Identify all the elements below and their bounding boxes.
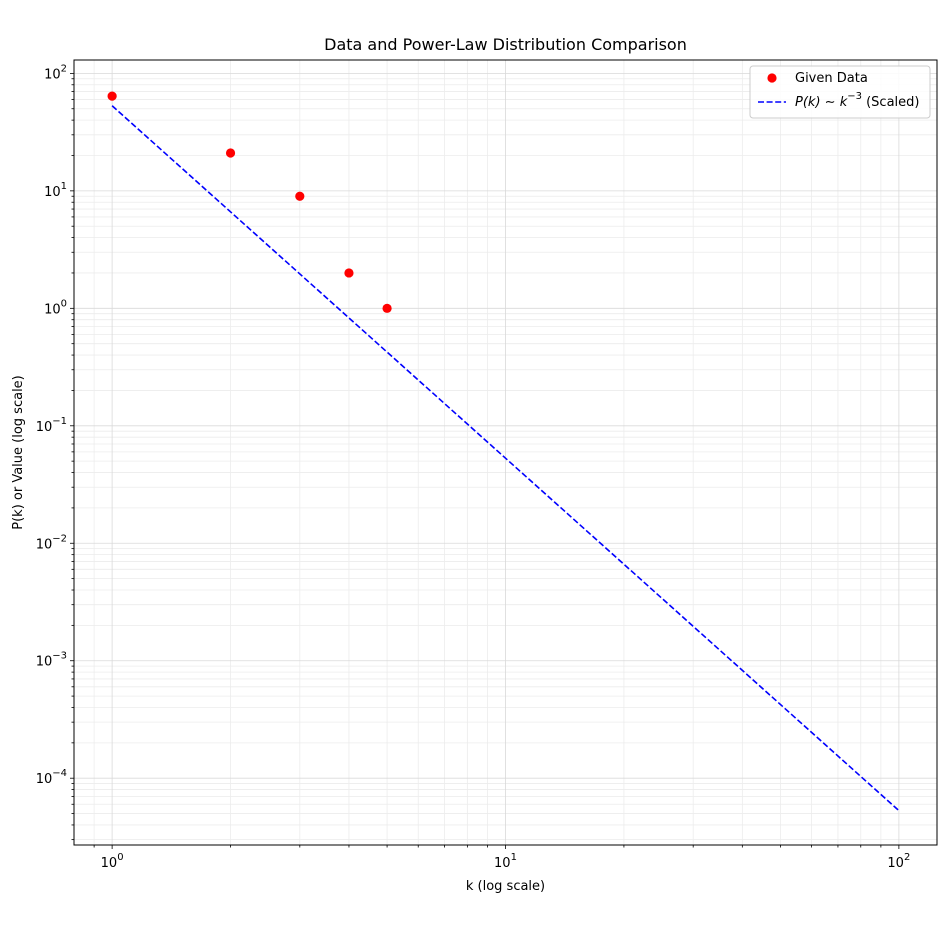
data-point	[225, 148, 236, 158]
x-tick-label-exp: 2	[904, 852, 910, 863]
x-tick-label-exp: 1	[511, 852, 517, 863]
data-point	[344, 268, 354, 278]
x-tick-label-base: 10	[101, 856, 118, 871]
legend-marker-swatch	[767, 73, 777, 83]
plot-series	[107, 91, 900, 812]
y-tick-label: 102	[44, 63, 67, 82]
data-point	[107, 91, 117, 101]
y-tick-label: 100	[44, 298, 67, 317]
y-tick-label: 101	[44, 181, 67, 200]
x-tick-label-exp: 0	[117, 852, 123, 863]
y-tick-label: 10−1	[36, 416, 67, 435]
y-tick-label-exp: −4	[52, 768, 67, 779]
data-point	[295, 191, 305, 201]
legend: Given Data P(k) ∼ k−3 (Scaled)	[749, 65, 931, 119]
x-tick-label: 100	[101, 852, 124, 871]
x-tick-label: 101	[494, 852, 517, 871]
x-axis-title: k (log scale)	[466, 879, 545, 894]
chart-title: Data and Power-Law Distribution Comparis…	[324, 35, 687, 54]
legend-box	[749, 65, 931, 119]
grid	[74, 60, 937, 845]
y-tick-label-exp: 2	[61, 63, 67, 74]
x-tick-label-base: 10	[494, 856, 511, 871]
data-point	[382, 303, 392, 313]
y-tick-label-base: 10	[36, 420, 53, 435]
y-tick-label-base: 10	[36, 537, 53, 552]
legend-math-base: k	[840, 95, 848, 110]
y-tick-label-base: 10	[44, 67, 61, 82]
legend-math-exp: −3	[847, 91, 862, 102]
y-axis-title: P(k) or Value (log scale)	[11, 375, 26, 530]
y-tick-label: 10−3	[36, 651, 67, 670]
legend-label-power-law: P(k) ∼ k−3 (Scaled)	[795, 91, 919, 110]
legend-label-given-data: Given Data	[795, 71, 868, 86]
y-tick-label-base: 10	[44, 302, 61, 317]
y-tick-label-base: 10	[36, 772, 53, 787]
legend-math-op: ∼	[825, 95, 840, 110]
y-tick-label-base: 10	[36, 655, 53, 670]
y-tick-label-base: 10	[44, 185, 61, 200]
y-tick-label-exp: −1	[52, 416, 67, 427]
x-tick-label-base: 10	[887, 856, 904, 871]
y-tick-label-exp: 1	[61, 181, 67, 192]
x-tick-label: 102	[887, 852, 910, 871]
power-law-line	[111, 105, 900, 812]
legend-math-suffix: (Scaled)	[862, 95, 920, 110]
y-tick-label: 10−4	[36, 768, 67, 787]
legend-math-lhs: P(k)	[795, 95, 825, 110]
y-tick-label: 10−2	[36, 533, 67, 552]
y-tick-label-exp: −2	[52, 533, 67, 544]
y-tick-label-exp: −3	[52, 651, 67, 662]
y-tick-label-exp: 0	[61, 298, 67, 309]
